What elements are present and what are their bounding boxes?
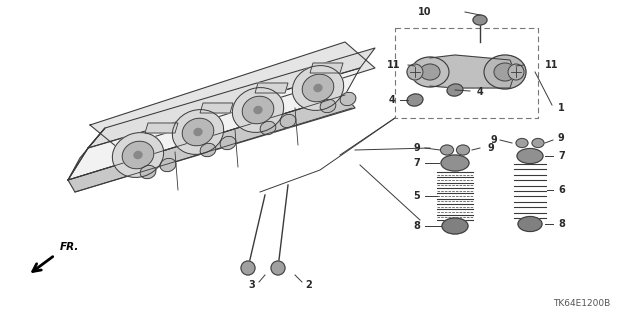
Ellipse shape	[292, 66, 344, 110]
Text: 3: 3	[248, 280, 255, 290]
Ellipse shape	[517, 149, 543, 164]
Ellipse shape	[411, 57, 449, 87]
Ellipse shape	[182, 118, 214, 146]
Text: 9: 9	[487, 143, 493, 153]
Ellipse shape	[320, 99, 336, 113]
Circle shape	[271, 261, 285, 275]
Ellipse shape	[194, 129, 202, 136]
Ellipse shape	[242, 96, 274, 124]
Ellipse shape	[456, 145, 470, 155]
Text: 4: 4	[477, 87, 484, 97]
Polygon shape	[310, 63, 343, 73]
Ellipse shape	[113, 133, 164, 177]
Polygon shape	[430, 55, 515, 88]
Text: 1: 1	[558, 103, 564, 113]
Ellipse shape	[260, 121, 276, 135]
Text: 7: 7	[413, 158, 420, 168]
Text: 9: 9	[490, 135, 497, 145]
Text: 10: 10	[419, 7, 432, 17]
Ellipse shape	[407, 94, 423, 106]
Text: 9: 9	[413, 143, 420, 153]
Text: 11: 11	[387, 60, 400, 70]
Ellipse shape	[160, 158, 176, 172]
Text: 8: 8	[558, 219, 565, 229]
Text: FR.: FR.	[60, 242, 79, 252]
Text: 2: 2	[305, 280, 312, 290]
Ellipse shape	[232, 88, 284, 132]
Polygon shape	[68, 128, 105, 180]
Text: TK64E1200B: TK64E1200B	[553, 299, 610, 308]
Circle shape	[407, 64, 423, 80]
Ellipse shape	[440, 145, 454, 155]
Ellipse shape	[122, 141, 154, 169]
Polygon shape	[88, 48, 375, 148]
Text: 6: 6	[558, 185, 564, 195]
Ellipse shape	[220, 136, 236, 150]
Ellipse shape	[473, 15, 487, 25]
Text: 9: 9	[558, 133, 564, 143]
Ellipse shape	[494, 63, 516, 81]
Text: 11: 11	[545, 60, 559, 70]
Ellipse shape	[442, 218, 468, 234]
Text: 4: 4	[388, 95, 395, 105]
Text: 5: 5	[413, 191, 420, 201]
Text: 7: 7	[558, 151, 564, 161]
Ellipse shape	[441, 155, 469, 171]
Ellipse shape	[420, 64, 440, 80]
Ellipse shape	[518, 217, 542, 232]
Polygon shape	[200, 103, 233, 113]
Ellipse shape	[280, 114, 296, 128]
Ellipse shape	[134, 152, 142, 159]
Polygon shape	[68, 68, 360, 180]
Polygon shape	[90, 42, 375, 148]
Ellipse shape	[314, 85, 322, 92]
Polygon shape	[68, 95, 355, 192]
Ellipse shape	[516, 138, 528, 147]
Ellipse shape	[200, 143, 216, 157]
Ellipse shape	[302, 74, 334, 102]
Ellipse shape	[254, 107, 262, 114]
Circle shape	[508, 64, 524, 80]
Polygon shape	[145, 123, 178, 133]
Ellipse shape	[532, 138, 544, 147]
Ellipse shape	[447, 84, 463, 96]
Circle shape	[241, 261, 255, 275]
Bar	[395, 28, 538, 118]
Ellipse shape	[172, 110, 223, 154]
Ellipse shape	[140, 165, 156, 179]
Polygon shape	[255, 83, 288, 93]
Ellipse shape	[340, 92, 356, 106]
Ellipse shape	[484, 55, 526, 89]
Text: 8: 8	[413, 221, 420, 231]
